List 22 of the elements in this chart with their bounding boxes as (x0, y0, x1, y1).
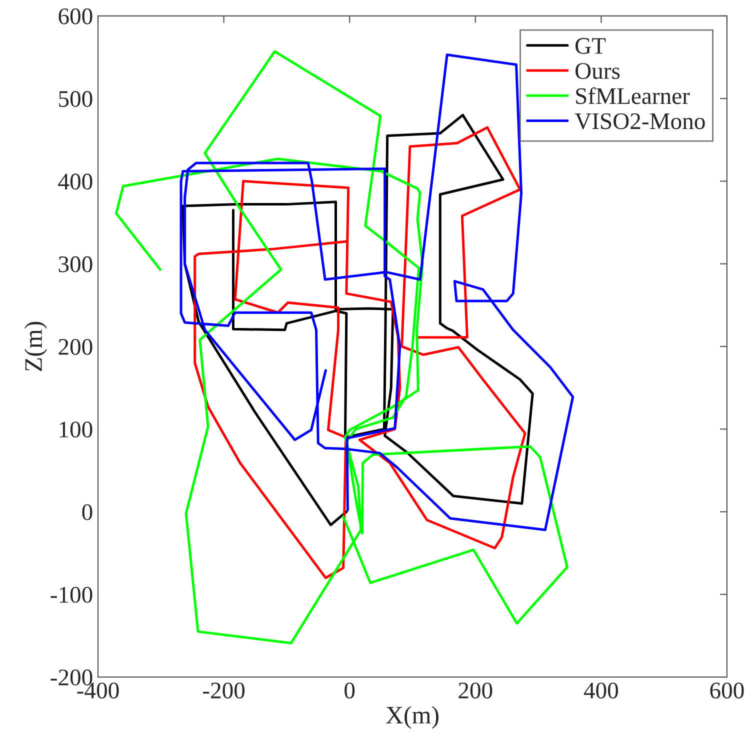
legend-label: GT (576, 38, 606, 54)
x-tick-label: 0 (344, 682, 355, 698)
y-tick-label: -100 (50, 586, 92, 603)
y-tick-label: 300 (58, 256, 92, 272)
y-axis-title: Z(m) (24, 322, 48, 371)
line-series (194, 126, 526, 580)
y-tick-label: 0 (82, 504, 92, 520)
x-axis-title: X(m) (386, 706, 438, 729)
line-series (180, 53, 574, 532)
y-tick-label: 100 (60, 422, 92, 438)
line-series (114, 50, 568, 644)
x-tick-label: 200 (458, 682, 492, 698)
x-tick-label: -200 (203, 682, 245, 698)
y-tick-label: 500 (59, 91, 92, 107)
legend-label: VISO2-Mono (574, 113, 705, 130)
x-tick-label: 600 (710, 682, 744, 698)
y-tick-label: 400 (58, 174, 92, 190)
legend-label: Ours (576, 63, 620, 79)
legend-label: SfMLearner (576, 87, 690, 104)
y-tick-label: 200 (58, 338, 92, 355)
x-tick-label: 400 (584, 682, 618, 698)
y-tick-label: 600 (58, 8, 92, 24)
